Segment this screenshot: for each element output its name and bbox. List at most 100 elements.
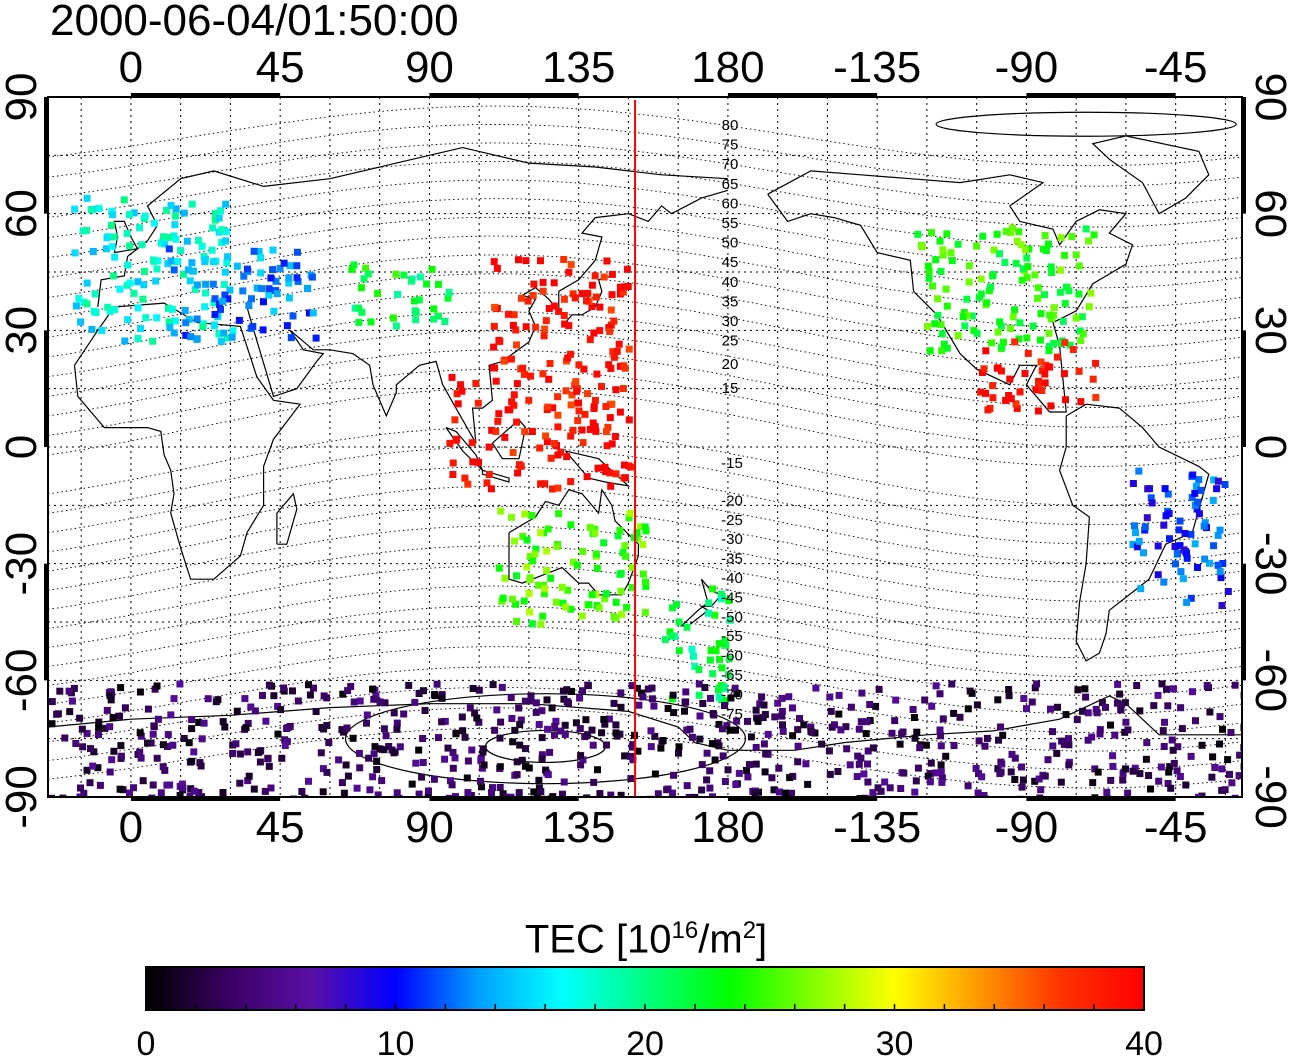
tec-cell bbox=[589, 741, 597, 749]
tec-cell bbox=[924, 772, 932, 780]
tec-cell bbox=[698, 761, 706, 769]
tec-cell bbox=[995, 736, 1002, 744]
tec-cell bbox=[1078, 313, 1086, 321]
tec-cell bbox=[474, 399, 482, 407]
contour-line bbox=[48, 330, 1242, 408]
tec-cell bbox=[567, 521, 575, 529]
tec-cell bbox=[578, 426, 586, 434]
tec-cell bbox=[726, 616, 734, 624]
tec-cell bbox=[544, 771, 552, 779]
tec-cell bbox=[475, 458, 482, 466]
tec-cell bbox=[721, 778, 729, 785]
tec-cell bbox=[483, 479, 491, 487]
tec-cell bbox=[554, 393, 562, 401]
tec-cell bbox=[256, 758, 264, 766]
tec-cell bbox=[188, 757, 196, 765]
tec-cell bbox=[857, 754, 865, 762]
tec-cell bbox=[932, 256, 940, 264]
tec-cell bbox=[1062, 711, 1070, 719]
tec-cell bbox=[364, 270, 372, 278]
coastline bbox=[246, 189, 729, 444]
tec-cell bbox=[390, 749, 398, 757]
tec-cell bbox=[554, 451, 562, 459]
tec-cell bbox=[543, 547, 551, 555]
tec-cell bbox=[1218, 765, 1226, 773]
tec-cell bbox=[273, 290, 281, 298]
tec-cell bbox=[492, 427, 500, 435]
tec-cell bbox=[1195, 476, 1203, 484]
tec-cell bbox=[83, 226, 91, 234]
tec-cell bbox=[165, 318, 173, 326]
tec-cell bbox=[591, 525, 599, 533]
tec-cell bbox=[1210, 476, 1218, 484]
tec-cell bbox=[621, 752, 629, 760]
frame-bar-left bbox=[44, 330, 49, 447]
tec-cell bbox=[495, 564, 503, 572]
tec-cell bbox=[366, 786, 374, 794]
tec-cell bbox=[560, 778, 568, 786]
tec-cell bbox=[751, 789, 759, 797]
tec-cell bbox=[560, 295, 568, 303]
tec-cell bbox=[325, 739, 333, 746]
tec-cell bbox=[561, 320, 569, 328]
tec-cell bbox=[616, 730, 624, 738]
tec-cell bbox=[1090, 231, 1098, 239]
tec-cell bbox=[98, 326, 106, 334]
tec-cell bbox=[1165, 768, 1173, 776]
tec-cell bbox=[1133, 543, 1141, 551]
tec-cell bbox=[569, 290, 577, 298]
tec-cell bbox=[244, 777, 252, 785]
contour-line bbox=[48, 388, 1242, 467]
tec-cell bbox=[1160, 521, 1168, 529]
map-title: 2000-06-04/01:50:00 bbox=[50, 0, 459, 45]
tec-cell bbox=[459, 727, 467, 735]
tec-cell bbox=[721, 702, 728, 709]
tec-cell bbox=[548, 704, 556, 712]
tec-cell bbox=[355, 304, 363, 312]
tec-cell bbox=[239, 287, 247, 295]
tec-cell bbox=[190, 748, 198, 756]
tec-cell bbox=[430, 315, 438, 323]
tec-cell bbox=[522, 745, 529, 753]
tec-cell bbox=[1044, 756, 1052, 764]
coastline bbox=[1058, 403, 1210, 662]
tec-cell bbox=[80, 789, 88, 797]
frame-bar-top bbox=[429, 93, 579, 98]
tec-cell bbox=[240, 272, 248, 280]
tec-cell bbox=[1231, 681, 1239, 689]
tec-cell bbox=[480, 761, 488, 769]
tec-cell bbox=[209, 224, 217, 232]
tec-cell bbox=[705, 599, 713, 607]
frame-bar-left bbox=[44, 97, 49, 214]
tec-cell bbox=[492, 377, 500, 385]
tec-cell bbox=[715, 720, 723, 728]
tec-cell bbox=[937, 768, 945, 776]
tec-cell bbox=[202, 280, 210, 288]
tec-cell bbox=[188, 725, 196, 733]
tec-cell bbox=[126, 242, 133, 250]
tec-cell bbox=[562, 387, 570, 395]
tec-cell bbox=[107, 696, 115, 704]
tec-cell bbox=[1114, 680, 1122, 688]
tec-cell bbox=[937, 742, 945, 750]
tec-cell bbox=[1084, 736, 1092, 744]
tec-cell bbox=[344, 772, 352, 780]
tec-cell bbox=[415, 746, 423, 754]
tec-cell bbox=[1170, 685, 1177, 693]
tec-cell bbox=[564, 586, 572, 594]
tec-cell bbox=[1135, 537, 1143, 545]
contour-label: -60 bbox=[721, 648, 743, 665]
tec-cell bbox=[1060, 740, 1068, 748]
tec-cell bbox=[1198, 741, 1206, 749]
tec-cell bbox=[269, 246, 277, 254]
tec-cell bbox=[922, 741, 930, 749]
tec-cell bbox=[875, 685, 883, 693]
tec-cell bbox=[513, 341, 520, 349]
tec-cell bbox=[244, 748, 252, 756]
tec-cell bbox=[601, 463, 609, 471]
tec-cell bbox=[1005, 686, 1013, 693]
tec-cell bbox=[101, 724, 109, 732]
tec-cell bbox=[344, 687, 352, 695]
frame-bar-bottom bbox=[727, 796, 878, 801]
